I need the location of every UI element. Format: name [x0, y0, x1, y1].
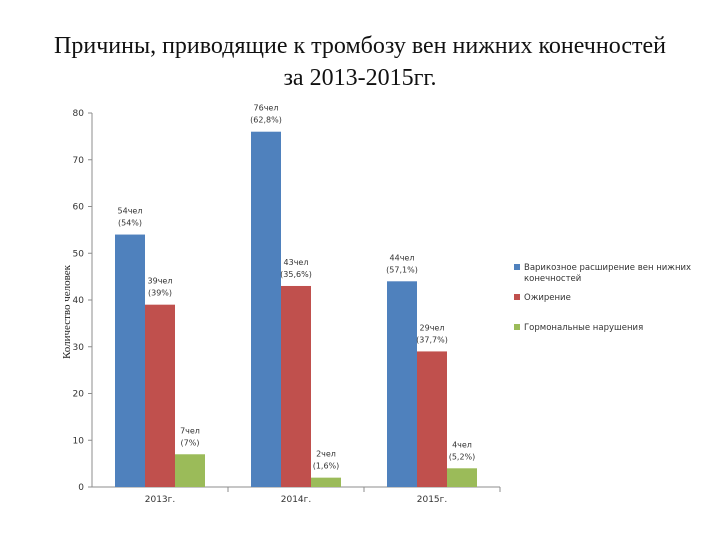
- bar: [447, 468, 477, 487]
- legend-entry: Ожирение: [524, 293, 571, 303]
- y-tick-label: 20: [73, 390, 85, 400]
- data-label: (7%): [181, 438, 200, 447]
- bar: [175, 454, 205, 487]
- legend-swatch: [514, 324, 520, 330]
- y-axis-label: Количество человек: [61, 264, 73, 359]
- legend-entry: конечностей: [524, 274, 581, 284]
- bar: [251, 131, 281, 487]
- data-label: (54%): [118, 219, 142, 228]
- data-label: (37,7%): [416, 335, 448, 344]
- x-tick-label: 2013г.: [145, 495, 176, 505]
- y-tick-label: 50: [73, 249, 85, 259]
- legend-swatch: [514, 264, 520, 270]
- data-label: (35,6%): [280, 270, 312, 279]
- bar: [417, 351, 447, 487]
- data-label: (57,1%): [386, 265, 418, 274]
- chart-title: Причины, приводящие к тромбозу вен нижни…: [0, 30, 720, 94]
- y-tick-label: 10: [73, 436, 85, 446]
- bar: [115, 234, 145, 487]
- data-label: 39чел: [148, 277, 173, 286]
- bar: [281, 285, 311, 487]
- data-label: 76чел: [254, 104, 279, 113]
- data-label: 2чел: [316, 450, 336, 459]
- y-tick-label: 80: [73, 109, 85, 119]
- data-label: 54чел: [118, 207, 143, 216]
- chart-title-line-2: за 2013-2015гг.: [283, 65, 437, 91]
- data-label: (5,2%): [449, 452, 476, 461]
- x-tick-label: 2015г.: [417, 495, 448, 505]
- data-label: (62,8%): [250, 116, 282, 125]
- chart-title-line-1: Причины, приводящие к тромбозу вен нижни…: [54, 33, 666, 59]
- y-tick-label: 0: [78, 483, 84, 493]
- data-label: 43чел: [284, 258, 309, 267]
- y-tick-label: 60: [73, 203, 85, 213]
- legend-entry: Варикозное расширение вен нижних: [524, 263, 691, 273]
- y-tick-label: 30: [73, 343, 85, 353]
- legend-entry: Гормональные нарушения: [524, 323, 643, 333]
- data-label: 44чел: [390, 253, 415, 262]
- data-label: (39%): [148, 289, 172, 298]
- data-label: 7чел: [180, 426, 200, 435]
- legend-swatch: [514, 294, 520, 300]
- bar: [145, 304, 175, 487]
- bar: [311, 477, 341, 487]
- y-tick-label: 70: [73, 156, 85, 166]
- data-label: 29чел: [420, 323, 445, 332]
- data-label: (1,6%): [313, 462, 340, 471]
- y-tick-label: 40: [73, 296, 85, 306]
- bar: [387, 281, 417, 487]
- x-tick-label: 2014г.: [281, 495, 312, 505]
- data-label: 4чел: [452, 440, 472, 449]
